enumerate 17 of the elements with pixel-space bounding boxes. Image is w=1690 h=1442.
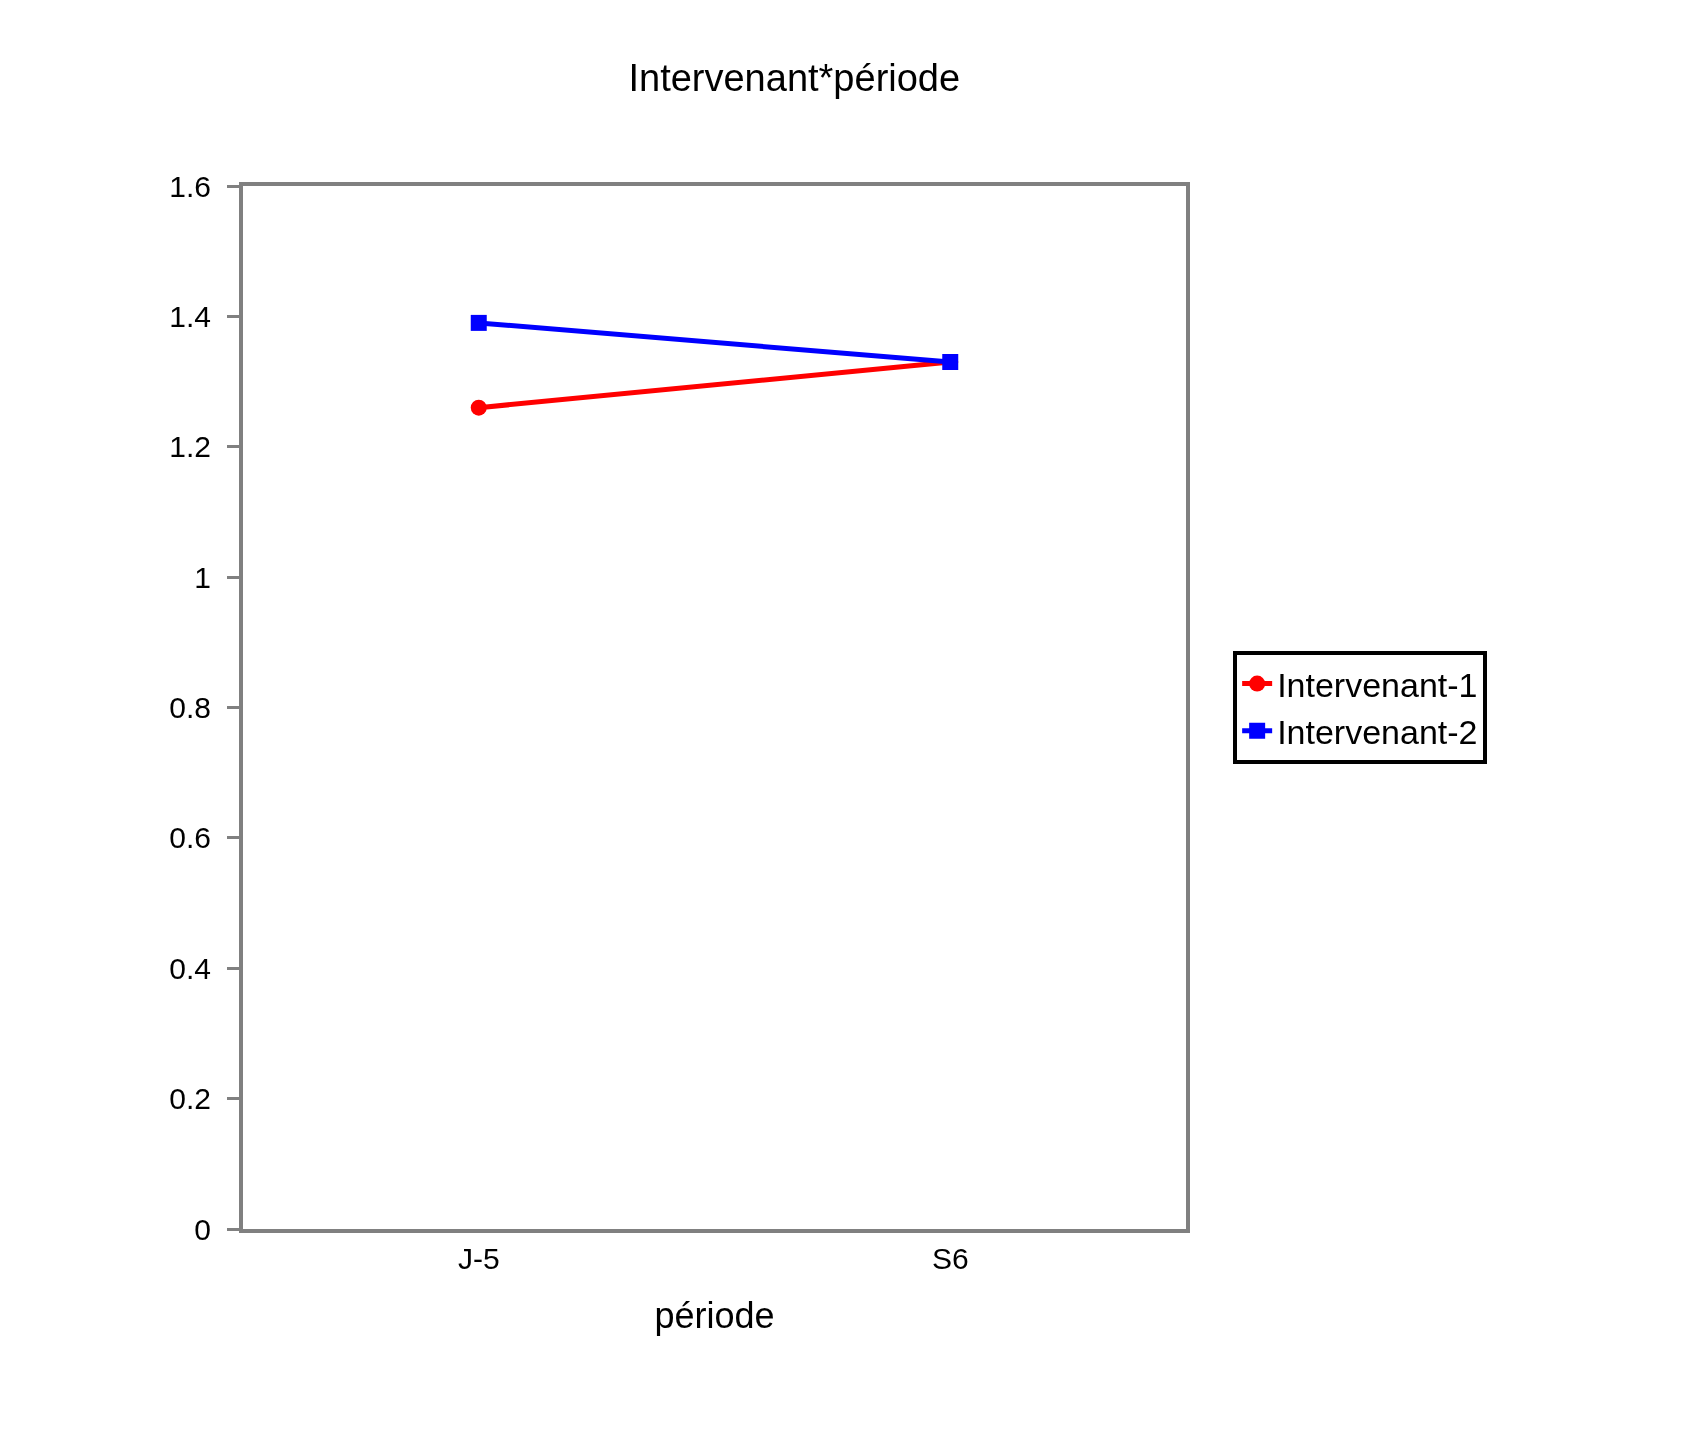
- x-axis-title: période: [654, 1295, 775, 1337]
- y-tick-label: 0.2: [169, 1082, 211, 1116]
- point: [470, 399, 487, 416]
- y-tick-label: 1: [194, 560, 211, 594]
- y-tick-label: 0.6: [169, 821, 211, 855]
- y-tick-label: 1.2: [169, 430, 211, 464]
- y-tick-label: 0: [194, 1212, 211, 1246]
- y-tick-label: 0.8: [169, 691, 211, 724]
- x-tick-label: S6: [931, 1242, 969, 1275]
- y-tick-label: 1.4: [169, 299, 211, 333]
- y-tick-label: 0.4: [169, 951, 211, 985]
- y-tick-label: 1.6: [169, 169, 211, 203]
- legend-label: Intervenant-1: [1277, 665, 1478, 704]
- point: [470, 314, 487, 331]
- x-tick-label: J-5: [457, 1242, 500, 1275]
- chart-title: Intervenant*période: [628, 57, 961, 100]
- legend-label: Intervenant-2: [1277, 713, 1478, 752]
